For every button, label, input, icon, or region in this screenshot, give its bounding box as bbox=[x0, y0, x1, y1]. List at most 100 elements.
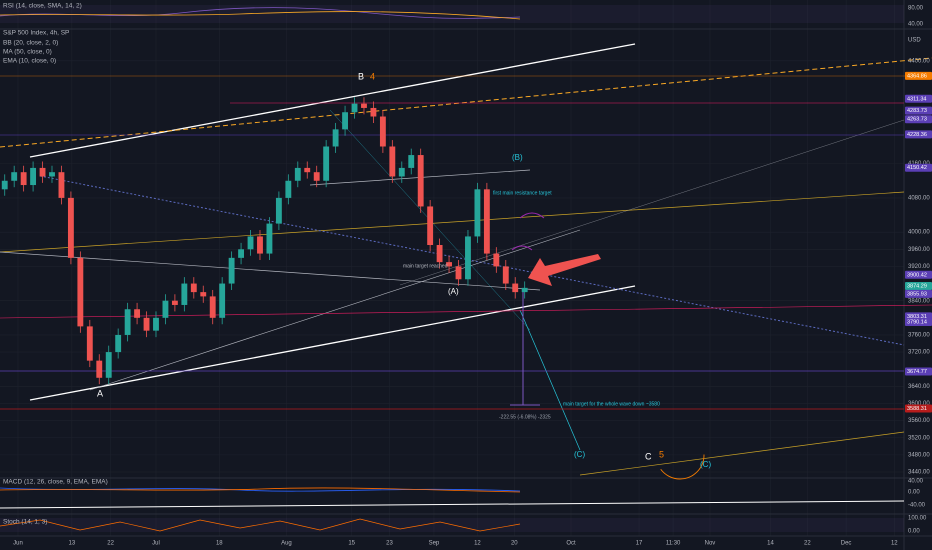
price-tag bbox=[905, 289, 932, 298]
annotation: (B) bbox=[512, 153, 523, 162]
x-tick-label: 14 bbox=[767, 541, 774, 547]
y-tick-label: 3760.00 bbox=[908, 333, 930, 339]
trend-line bbox=[29, 285, 636, 401]
arrow bbox=[528, 254, 601, 286]
y-tick-label: 3720.00 bbox=[908, 350, 930, 356]
y-tick-label: 3440.00 bbox=[908, 470, 930, 476]
panel-axis-label: -40.00 bbox=[908, 503, 926, 509]
y-tick-label: 3960.00 bbox=[908, 247, 930, 253]
candle-body bbox=[77, 257, 84, 327]
candle-body bbox=[332, 129, 339, 147]
candle-body bbox=[228, 257, 235, 284]
candle-body bbox=[124, 309, 131, 335]
candle-body bbox=[465, 236, 471, 280]
candle-body bbox=[313, 172, 320, 181]
panel-axis-label: 100.00 bbox=[908, 516, 927, 522]
candle-body bbox=[361, 103, 367, 108]
candle-body bbox=[162, 300, 169, 318]
candle-body bbox=[67, 197, 74, 258]
candle-body bbox=[115, 334, 122, 353]
y-tick-label: 3560.00 bbox=[908, 418, 930, 424]
panel-title: MACD (12, 26, close, 9, EMA, EMA) bbox=[3, 479, 108, 486]
x-tick-label: 23 bbox=[386, 541, 393, 547]
candle-body bbox=[427, 206, 434, 246]
candle-body bbox=[512, 283, 519, 293]
candle-body bbox=[474, 189, 481, 237]
x-tick-label: Jun bbox=[13, 541, 23, 547]
legend-item: BB (20, close, 2, 0) bbox=[3, 40, 58, 47]
price-tag bbox=[905, 270, 932, 279]
trend-line bbox=[0, 251, 541, 291]
trend-line bbox=[29, 43, 636, 158]
candle-body bbox=[20, 172, 27, 186]
price-tag bbox=[905, 404, 932, 413]
x-tick-label: Nov bbox=[705, 541, 716, 547]
price-tag-label: 3588.31 bbox=[907, 406, 927, 412]
candle-body bbox=[342, 112, 348, 130]
price-tag-label: 3803.31 bbox=[907, 314, 927, 320]
x-tick-label: 11:30 bbox=[666, 541, 681, 547]
price-tag-label: 3674.77 bbox=[907, 369, 927, 375]
x-tick-label: Aug bbox=[281, 541, 292, 547]
annotation: (C) bbox=[700, 460, 711, 469]
candle-body bbox=[417, 155, 424, 207]
annotation: -222.55 (-6.08%) -2325 bbox=[499, 414, 551, 420]
candle-body bbox=[502, 266, 509, 284]
trend-line bbox=[519, 309, 581, 451]
price-tag bbox=[905, 163, 932, 172]
level-line bbox=[0, 304, 932, 319]
candle-body bbox=[257, 236, 263, 254]
candle-body bbox=[521, 287, 528, 293]
candle-body bbox=[389, 146, 396, 177]
price-tag bbox=[905, 318, 932, 327]
panel-title: RSI (14, close, SMA, 14, 2) bbox=[3, 3, 82, 10]
y-tick-label: 4000.00 bbox=[908, 230, 930, 236]
x-tick-label: 12 bbox=[891, 541, 898, 547]
trend-line bbox=[0, 191, 905, 253]
y-tick-label: 3640.00 bbox=[908, 384, 930, 390]
price-tag-label: 4150.42 bbox=[907, 165, 927, 171]
candle-body bbox=[1, 180, 8, 190]
y-tick-label: 3920.00 bbox=[908, 264, 930, 270]
price-tag bbox=[905, 115, 932, 124]
rsi-sma bbox=[0, 11, 521, 20]
panel-axis-label: 40.00 bbox=[908, 22, 924, 28]
y-tick-label: 4080.00 bbox=[908, 195, 930, 201]
candle-body bbox=[247, 236, 254, 250]
annotation: 5 bbox=[659, 449, 664, 459]
y-tick-label: 3840.00 bbox=[908, 298, 930, 304]
trend-line bbox=[579, 431, 905, 476]
candle-body bbox=[483, 189, 490, 254]
x-tick-label: 15 bbox=[348, 541, 355, 547]
annotation: main target for the whole wave down ~358… bbox=[563, 401, 660, 407]
price-tag-label: 3855.93 bbox=[907, 291, 927, 297]
candle-body bbox=[30, 167, 37, 186]
candle-body bbox=[86, 326, 93, 361]
trend-line bbox=[0, 57, 932, 148]
candle-body bbox=[134, 309, 141, 318]
arc bbox=[511, 245, 533, 251]
x-tick-label: Oct bbox=[566, 541, 576, 547]
candle-body bbox=[153, 317, 159, 331]
candle-body bbox=[143, 317, 150, 331]
annotation: A bbox=[97, 388, 103, 398]
price-tag-label: 4364.86 bbox=[907, 73, 927, 79]
x-tick-label: 12 bbox=[474, 541, 481, 547]
circle bbox=[655, 430, 705, 480]
price-tag bbox=[905, 106, 932, 115]
candle-body bbox=[379, 116, 386, 147]
candle-body bbox=[455, 266, 462, 280]
candle-body bbox=[238, 249, 245, 258]
x-tick-label: 22 bbox=[804, 541, 811, 547]
candle-body bbox=[266, 223, 273, 254]
candle-body bbox=[370, 107, 377, 117]
trend-line bbox=[0, 500, 905, 509]
candle-body bbox=[105, 352, 112, 378]
panel-title: Stoch (14, 1, 3) bbox=[3, 519, 47, 526]
x-tick-label: 18 bbox=[216, 541, 223, 547]
x-tick-label: 20 bbox=[511, 541, 518, 547]
price-tag-label: 4228.36 bbox=[907, 132, 927, 138]
currency-label: USD bbox=[908, 38, 921, 44]
